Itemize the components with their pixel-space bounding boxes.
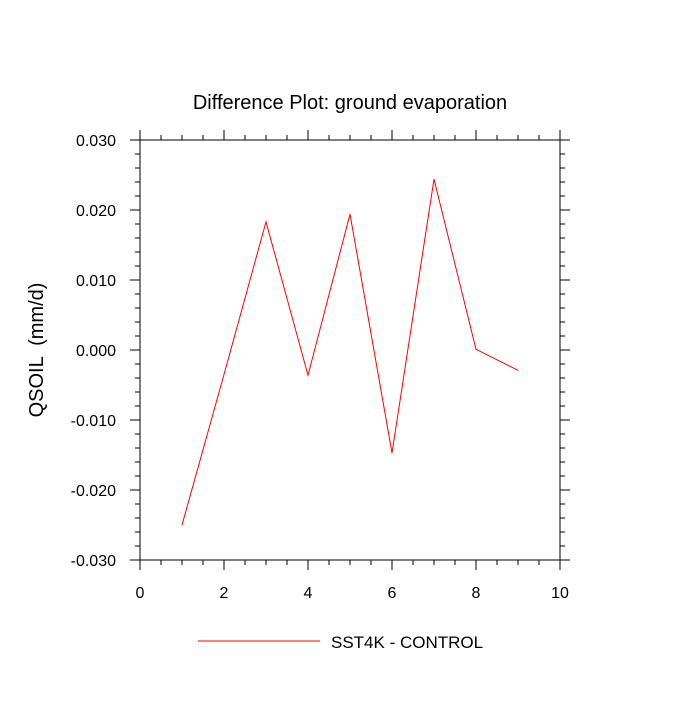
data-point	[307, 374, 309, 376]
plot-frame	[139, 139, 561, 561]
y-axis-label: QSOIL (mm/d)	[26, 283, 48, 418]
data-point	[475, 348, 477, 350]
plot-area: 0 2 4 6 8 10 -0.030 -0.020 -0.010 0.000 0.010 0.020…	[71, 130, 570, 602]
y-tick-label: 0.030	[76, 133, 116, 150]
data-point	[223, 374, 225, 375]
x-tick-label: 8	[472, 585, 481, 602]
data-point	[433, 178, 435, 180]
series-line	[181, 179, 519, 526]
legend: SST4K - CONTROL	[198, 633, 483, 652]
x-tick-label: 0	[136, 585, 145, 602]
x-tick-label: 6	[388, 585, 397, 602]
data-point	[265, 221, 267, 223]
data-point	[181, 524, 183, 526]
y-tick-label: 0.000	[76, 343, 116, 360]
legend-label: SST4K - CONTROL	[331, 633, 483, 652]
y-tick-label: 0.020	[76, 203, 116, 220]
x-tick-label: 2	[220, 585, 229, 602]
chart-title: Difference Plot: ground evaporation	[193, 92, 507, 114]
y-tick-label: -0.030	[71, 553, 116, 570]
data-point	[517, 369, 519, 371]
y-tick-label: 0.010	[76, 273, 116, 290]
x-tick-label: 4	[304, 585, 313, 602]
y-tick-label: -0.020	[71, 483, 116, 500]
data-point	[391, 452, 393, 454]
x-tick-label: 10	[551, 585, 569, 602]
data-point	[349, 213, 351, 215]
y-tick-label: -0.010	[71, 413, 116, 430]
